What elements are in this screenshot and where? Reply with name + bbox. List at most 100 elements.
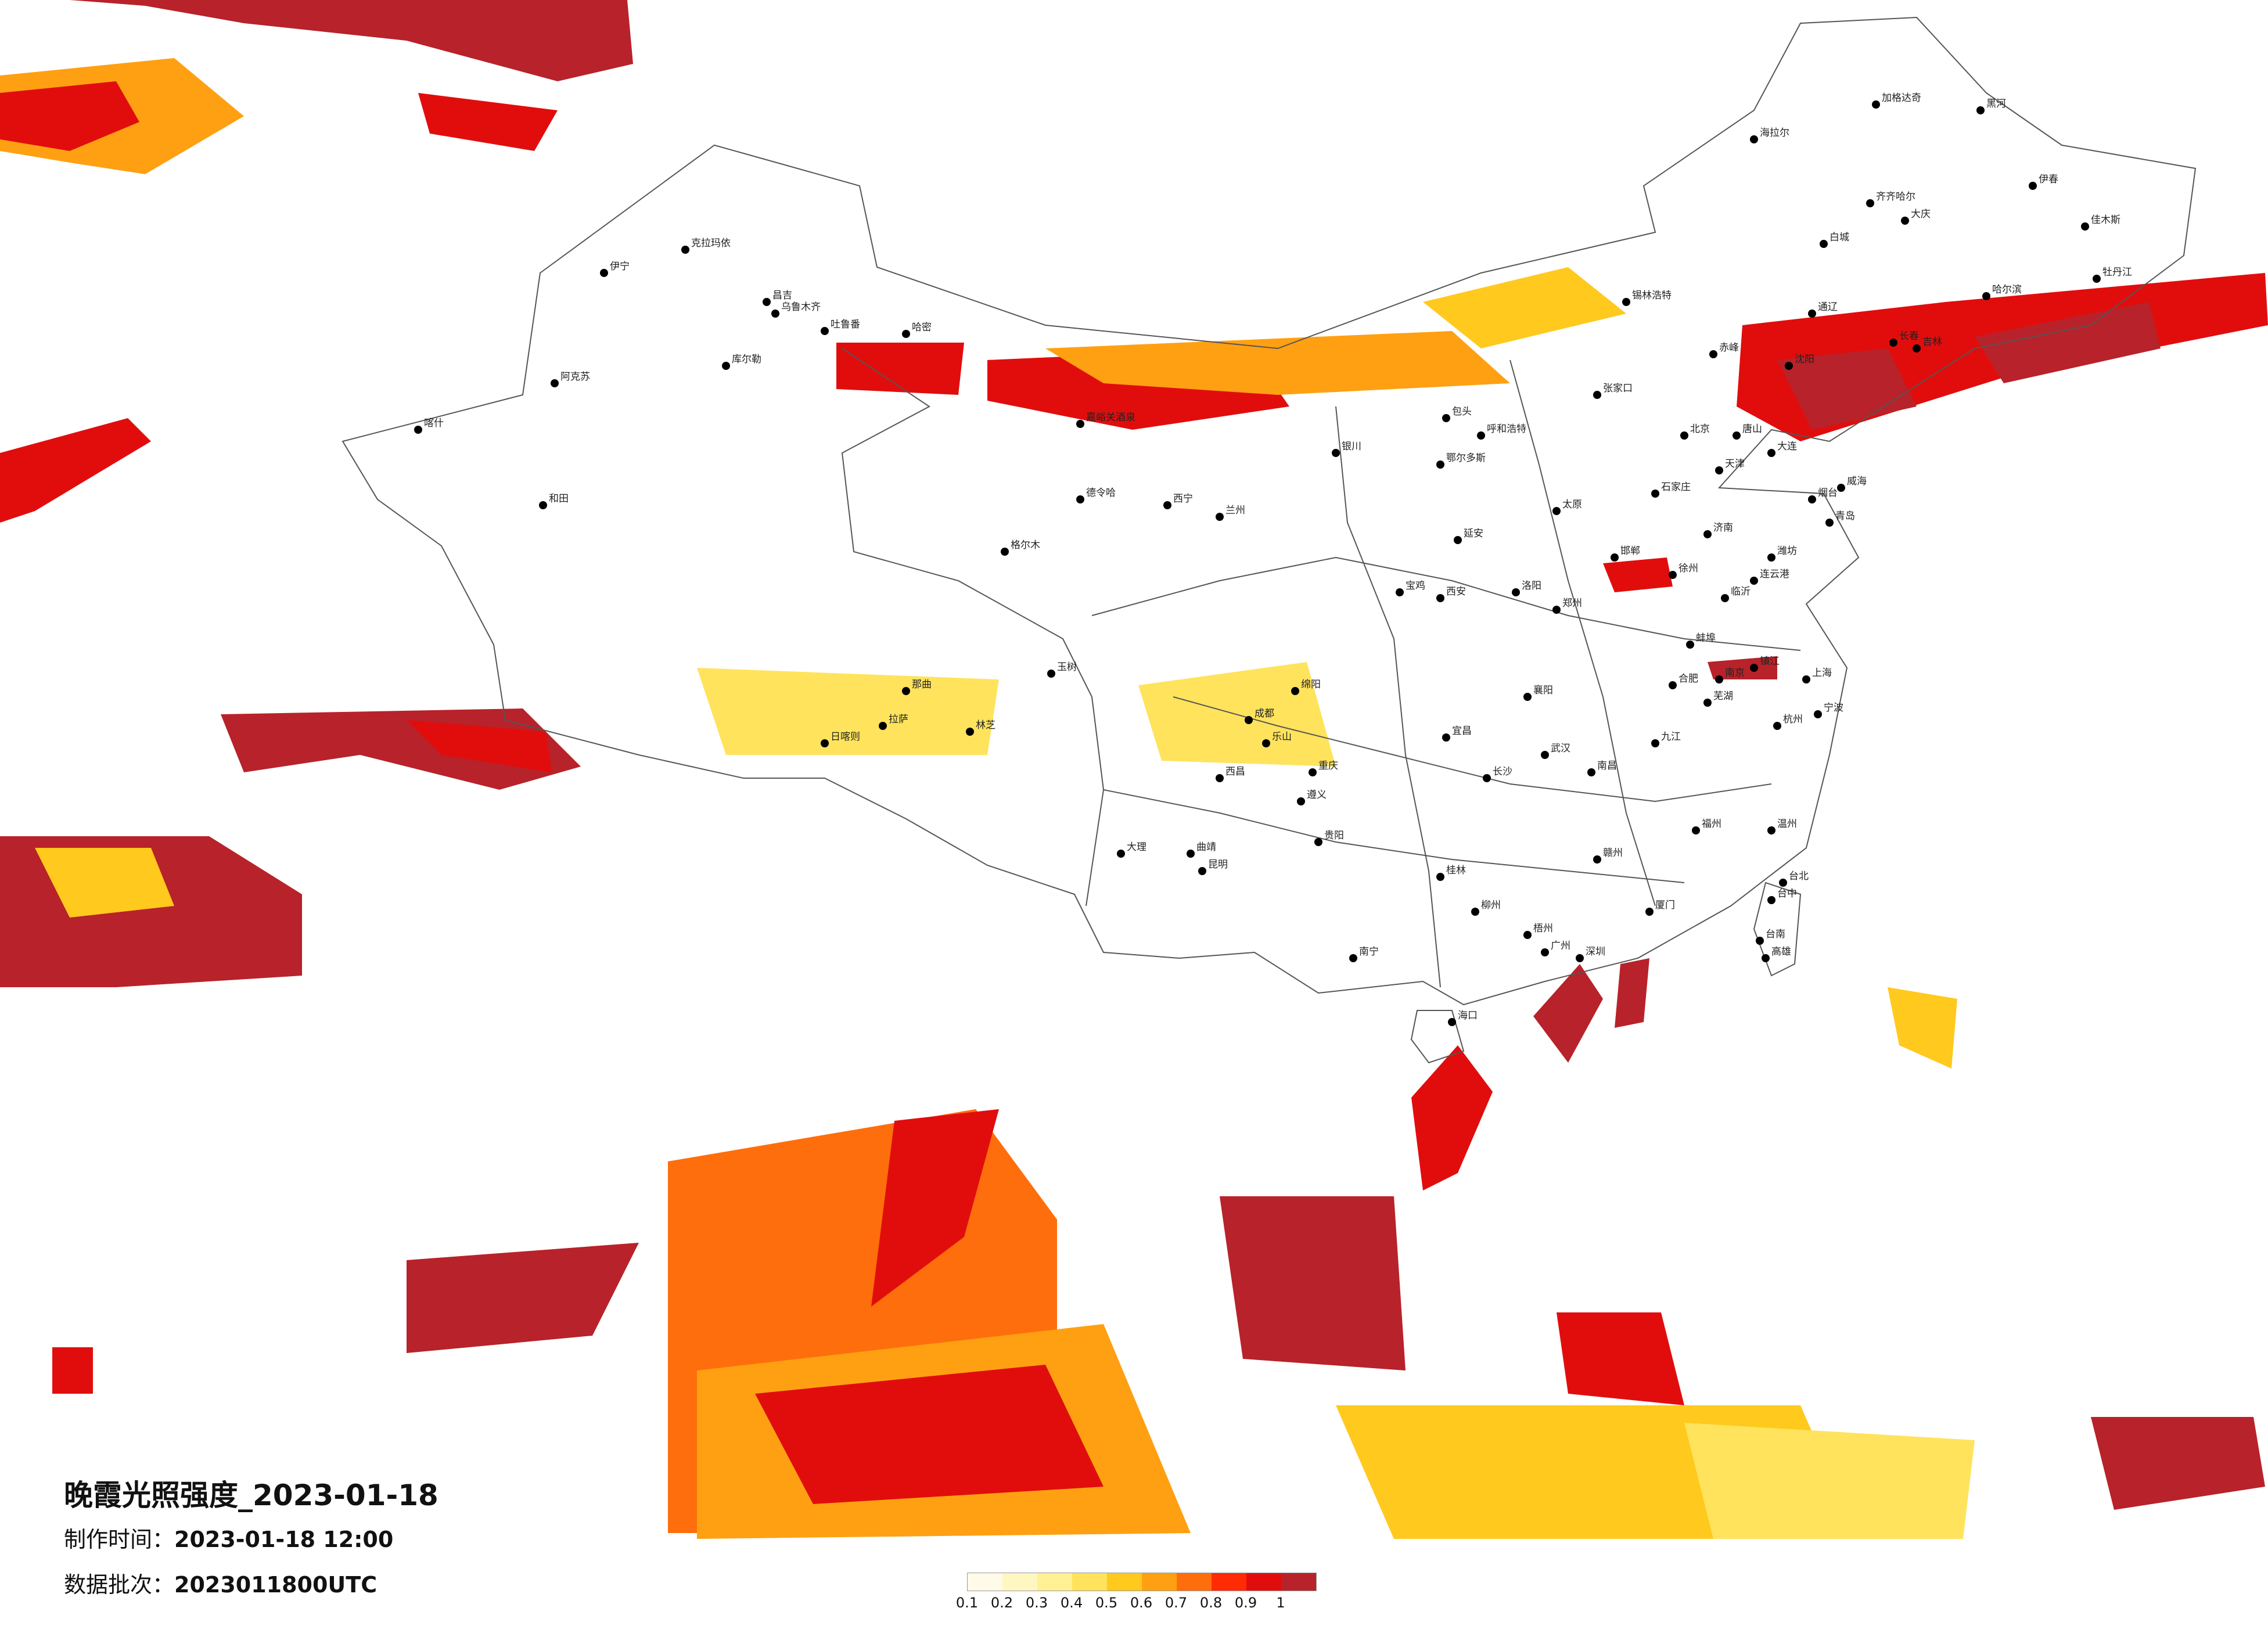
city-label: 齐齐哈尔 xyxy=(1876,191,1915,203)
city-label: 包头 xyxy=(1452,406,1472,418)
city-label: 格尔木 xyxy=(1011,539,1040,551)
city-label: 天津 xyxy=(1725,458,1745,470)
city-label: 上海 xyxy=(1812,667,1832,679)
city-dot xyxy=(1047,670,1055,678)
city-label: 沈阳 xyxy=(1795,354,1814,365)
city-dot xyxy=(1750,664,1758,672)
city-label: 武汉 xyxy=(1551,743,1570,754)
city-label: 加格达奇 xyxy=(1882,92,1921,104)
city-dot xyxy=(1396,588,1404,596)
intensity-patch xyxy=(407,720,552,772)
city-dot xyxy=(1767,896,1775,904)
city-dot xyxy=(1454,536,1462,544)
city-dot xyxy=(1309,768,1317,776)
city-dot xyxy=(1651,739,1659,747)
legend-tick-label: 0.3 xyxy=(1025,1595,1048,1611)
intensity-patch xyxy=(1423,267,1626,348)
city-label: 南京 xyxy=(1725,667,1745,679)
city-dot xyxy=(722,362,730,370)
city-dot xyxy=(1332,449,1340,457)
legend-swatch xyxy=(1142,1573,1177,1591)
city-dot xyxy=(539,501,547,509)
city-label: 伊春 xyxy=(2039,174,2058,185)
city-label: 和田 xyxy=(549,493,569,505)
city-label: 赣州 xyxy=(1603,847,1623,859)
intensity-patch xyxy=(0,418,151,523)
intensity-patch xyxy=(1603,557,1673,592)
border-line xyxy=(1335,406,1441,988)
legend-tick-label: 0.7 xyxy=(1164,1595,1188,1611)
city-label: 库尔勒 xyxy=(732,354,761,365)
city-dot xyxy=(1680,431,1688,440)
city-label: 温州 xyxy=(1777,818,1797,830)
intensity-patch xyxy=(407,1243,639,1353)
city-label: 牡丹江 xyxy=(2102,267,2132,278)
border-line xyxy=(342,16,2197,1006)
legend-tick-label: 0.5 xyxy=(1095,1595,1118,1611)
city-dot xyxy=(1709,350,1717,358)
city-dot xyxy=(414,426,422,434)
city-dot xyxy=(1477,431,1485,440)
city-dot xyxy=(1703,699,1712,707)
legend-tick-label: 0.8 xyxy=(1199,1595,1223,1611)
city-dot xyxy=(1512,588,1520,596)
city-label: 芜湖 xyxy=(1713,690,1733,702)
city-label: 玉树 xyxy=(1057,661,1077,673)
city-dot xyxy=(1837,484,1845,492)
city-dot xyxy=(1767,826,1775,834)
city-dot xyxy=(1872,100,1880,109)
legend-tick-label: 0.6 xyxy=(1130,1595,1153,1611)
city-label: 通辽 xyxy=(1818,301,1838,313)
legend-swatch xyxy=(1107,1573,1142,1591)
city-dot xyxy=(1669,571,1677,579)
city-dot xyxy=(1552,606,1561,614)
legend-swatch xyxy=(1212,1573,1246,1591)
city-label: 银川 xyxy=(1342,441,1361,452)
border-line xyxy=(1103,789,1685,883)
city-dot xyxy=(1216,513,1224,521)
city-dot xyxy=(1767,553,1775,562)
city-dot xyxy=(2093,275,2101,283)
city-dot xyxy=(1669,681,1677,689)
city-label: 厦门 xyxy=(1655,900,1675,911)
city-label: 桂林 xyxy=(1446,865,1466,876)
city-label: 林芝 xyxy=(976,720,995,731)
city-dot xyxy=(1785,362,1793,370)
city-label: 绵阳 xyxy=(1301,679,1321,690)
city-label: 台北 xyxy=(1789,870,1809,882)
intensity-patch xyxy=(1888,987,1957,1069)
city-dot xyxy=(1523,693,1532,701)
data-batch-label: 数据批次： xyxy=(64,1572,175,1598)
city-dot xyxy=(1750,577,1758,585)
city-label: 克拉玛依 xyxy=(691,238,731,249)
city-dot xyxy=(2029,182,2037,190)
city-label: 昌吉 xyxy=(772,290,792,301)
city-label: 重庆 xyxy=(1318,760,1338,772)
city-label: 哈尔滨 xyxy=(1992,284,2022,296)
city-dot xyxy=(600,269,608,277)
city-dot xyxy=(1076,420,1084,428)
city-dot xyxy=(1314,838,1322,846)
legend-tick-label: 0.9 xyxy=(1234,1595,1257,1611)
city-label: 合肥 xyxy=(1678,673,1698,685)
city-dot xyxy=(1587,768,1595,776)
intensity-patch xyxy=(1708,656,1777,679)
city-label: 宝鸡 xyxy=(1406,580,1425,592)
city-label: 吉林 xyxy=(1922,336,1942,348)
intensity-patch xyxy=(418,93,558,151)
city-dot xyxy=(1913,344,1921,352)
city-dot xyxy=(1541,948,1549,956)
city-label: 深圳 xyxy=(1586,946,1605,958)
city-dot xyxy=(1762,954,1770,962)
city-dot xyxy=(1756,937,1764,945)
city-dot xyxy=(551,379,559,387)
city-dot xyxy=(1767,449,1775,457)
city-label: 日喀则 xyxy=(831,731,860,743)
city-label: 德令哈 xyxy=(1086,487,1116,499)
city-dot xyxy=(902,330,910,338)
city-label: 台中 xyxy=(1777,888,1797,900)
city-label: 那曲 xyxy=(912,679,932,690)
city-dot xyxy=(1622,298,1630,306)
city-label: 蚌埠 xyxy=(1696,632,1716,644)
city-label: 贵阳 xyxy=(1324,830,1344,841)
